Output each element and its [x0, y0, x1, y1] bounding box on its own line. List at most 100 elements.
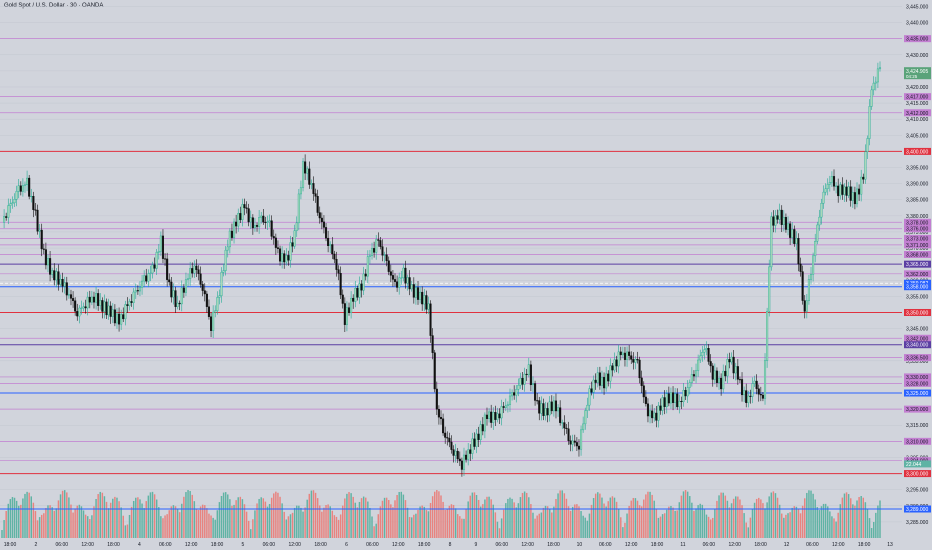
candle-body — [665, 393, 668, 408]
candle-body — [406, 277, 409, 284]
level-label-text: 3,325.000 — [906, 391, 928, 397]
candle-body — [669, 392, 672, 404]
volume-bar — [603, 503, 605, 538]
candle-body — [337, 269, 340, 274]
volume-bar — [122, 515, 124, 538]
candle-body — [734, 366, 737, 374]
candle-body — [168, 279, 171, 283]
volume-bar — [208, 513, 210, 538]
volume-bar — [655, 508, 658, 538]
volume-bar — [164, 515, 166, 538]
x-tick-label: 12 — [784, 542, 790, 548]
volume-bar — [354, 502, 357, 538]
candle-body — [345, 307, 348, 325]
level-label-text: 3,400.000 — [906, 149, 928, 155]
volume-bar — [204, 505, 206, 538]
candle-body — [452, 449, 455, 456]
candle-body — [444, 432, 447, 438]
candle-body — [726, 359, 729, 377]
candle-body — [569, 440, 572, 445]
candle-body — [550, 401, 553, 412]
candle-body — [373, 248, 376, 253]
volume-value-box — [904, 460, 931, 468]
candle-body — [617, 351, 620, 367]
candle-body — [755, 380, 758, 389]
volume-bar — [306, 499, 308, 538]
volume-bar — [222, 492, 225, 538]
volume-bar — [126, 524, 129, 538]
candle-body — [529, 364, 532, 386]
level-label-text: 3,330.000 — [906, 375, 928, 381]
candle-body — [546, 408, 549, 416]
candle-body — [548, 401, 551, 416]
candle-body — [65, 282, 68, 296]
candle-body — [858, 188, 861, 195]
candle-body — [40, 229, 43, 250]
candle-body — [354, 288, 357, 302]
candle-body — [128, 301, 131, 306]
candle-body — [113, 309, 116, 324]
candle-body — [730, 356, 733, 363]
candle-body — [155, 252, 158, 269]
candle-body — [3, 216, 6, 223]
volume-bar — [197, 509, 200, 538]
candle-body — [789, 223, 792, 238]
candle-body — [481, 424, 484, 432]
candle-body — [143, 275, 146, 282]
volume-bar — [250, 529, 252, 538]
level-label-box — [904, 334, 931, 342]
volume-bar — [820, 506, 823, 538]
candle-body — [717, 377, 721, 383]
volume-bar — [569, 510, 572, 538]
volume-bar — [329, 506, 331, 538]
candle-body — [705, 348, 708, 350]
candle-body — [460, 460, 463, 470]
volume-bar — [281, 503, 283, 538]
candle-body — [598, 372, 601, 386]
volume-bar — [7, 503, 10, 538]
volume-bar — [11, 497, 14, 538]
candle-body — [26, 177, 29, 186]
level-label-box — [904, 225, 931, 233]
y-tick-label: 3,335.000 — [906, 359, 928, 365]
volume-bar — [576, 504, 578, 538]
volume-bar — [755, 498, 758, 538]
volume-bar — [323, 507, 325, 538]
volume-bar — [609, 497, 612, 538]
volume-bar — [346, 493, 348, 538]
volume-bar — [201, 504, 204, 538]
candle-body — [793, 229, 796, 244]
volume-bar — [689, 496, 691, 538]
y-tick-label: 3,370.000 — [906, 246, 928, 252]
volume-bar — [686, 491, 689, 538]
candle-body — [324, 227, 328, 239]
candle-body — [381, 246, 384, 256]
volume-bar — [321, 511, 323, 538]
candle-body — [490, 411, 493, 423]
candle-body — [757, 388, 760, 395]
candle-body — [674, 393, 677, 403]
volume-bar — [149, 492, 152, 538]
volume-bar — [494, 512, 497, 538]
volume-bar — [15, 500, 18, 538]
x-tick-label: 10 — [577, 542, 583, 548]
volume-bar — [162, 518, 164, 538]
volume-bar — [601, 497, 603, 538]
candle-body — [90, 296, 93, 303]
candle-body — [138, 287, 142, 292]
x-tick-label: 06:00 — [263, 542, 276, 548]
volume-bar — [534, 518, 536, 538]
candle-body — [23, 184, 27, 186]
volume-bar — [427, 511, 430, 538]
volume-bar — [24, 493, 26, 538]
candle-body — [738, 379, 741, 381]
candle-body — [527, 364, 530, 376]
candle-body — [230, 230, 233, 238]
candle-body — [626, 351, 629, 360]
candle-body — [218, 295, 221, 298]
candle-body — [134, 290, 137, 293]
volume-bar — [371, 516, 373, 538]
volume-bar — [647, 491, 649, 538]
level-label-text: 3,320.000 — [906, 407, 928, 413]
